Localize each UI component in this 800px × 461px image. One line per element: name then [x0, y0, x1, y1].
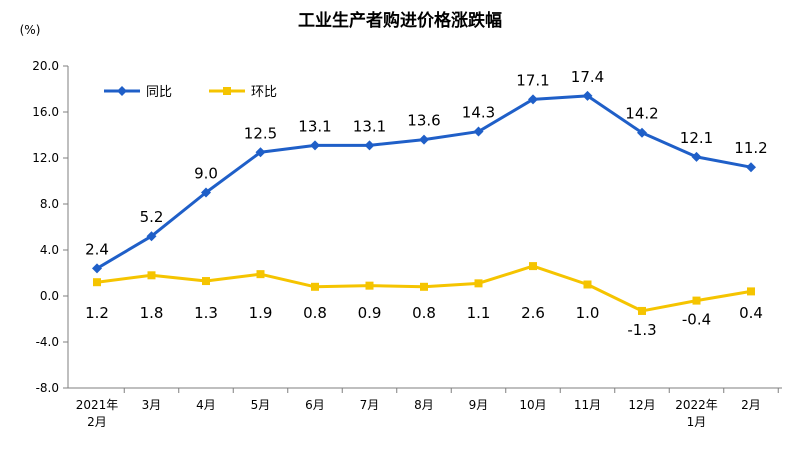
series-point [746, 162, 756, 173]
y-tick-label: 12.0 [32, 151, 59, 165]
data-label: 1.9 [249, 304, 273, 322]
series-point [93, 278, 101, 287]
series-point [311, 282, 319, 291]
data-label: 5.2 [140, 208, 164, 226]
legend-marker [117, 86, 127, 96]
series-point [637, 127, 647, 138]
legend-label: 同比 [146, 85, 172, 100]
data-label: 13.6 [407, 112, 440, 130]
x-tick-label: 7月 [360, 398, 380, 412]
series-point [638, 306, 646, 315]
series-point [365, 281, 374, 290]
series-point [692, 296, 701, 305]
series-point [146, 231, 157, 242]
data-label: 14.3 [462, 104, 495, 122]
data-label: 13.1 [298, 117, 331, 135]
y-tick-label: 4.0 [40, 243, 59, 257]
legend-label: 环比 [251, 85, 277, 100]
series-point [582, 90, 593, 101]
series-point [147, 271, 156, 280]
data-label: 12.5 [244, 124, 277, 142]
series-point [310, 140, 320, 151]
x-tick-label: 2月 [87, 415, 107, 429]
data-label: 1.2 [85, 304, 109, 322]
data-label: 17.1 [516, 71, 549, 89]
series-point [256, 270, 265, 279]
series-point [255, 147, 266, 158]
data-label: 0.9 [358, 304, 382, 322]
data-label: 13.1 [353, 117, 386, 135]
series-point [364, 140, 375, 151]
x-tick-label: 2022年 [675, 398, 718, 412]
data-label: -0.4 [682, 311, 711, 329]
series-point [201, 187, 211, 198]
x-tick-label: 11月 [574, 398, 601, 412]
y-tick-label: -4.0 [36, 335, 59, 349]
y-axis-unit: (%) [20, 23, 41, 37]
data-label: 0.4 [739, 304, 763, 322]
series-point [528, 94, 538, 105]
data-label: 2.4 [85, 240, 109, 258]
data-label: -1.3 [627, 321, 656, 339]
y-tick-label: 20.0 [32, 59, 59, 73]
data-label: 12.1 [680, 129, 713, 147]
x-tick-label: 3月 [142, 398, 162, 412]
data-label: 1.3 [194, 304, 218, 322]
x-tick-label: 12月 [628, 398, 655, 412]
series-point [474, 279, 483, 288]
data-label: 1.1 [467, 304, 491, 322]
series-point [202, 277, 210, 286]
series-point [529, 262, 537, 271]
data-label: 11.2 [734, 139, 767, 157]
y-axis: 20.0 16.0 12.0 8.0 4.0 0.0 -4.0 -8.0 [32, 59, 69, 395]
x-tick-label: 8月 [414, 398, 434, 412]
data-label: 17.4 [571, 68, 604, 86]
data-label: 1.8 [140, 304, 164, 322]
legend: 同比 环比 [104, 85, 277, 100]
data-label: 9.0 [194, 165, 218, 183]
y-tick-label: 8.0 [40, 197, 59, 211]
data-label: 0.8 [303, 304, 327, 322]
plot-area: 2.4 5.2 9.0 12.5 13.1 13.1 13.6 14.3 17.1 17.4 14.… [85, 68, 768, 339]
series-point [420, 282, 428, 291]
y-tick-label: 16.0 [32, 105, 59, 119]
x-tick-label: 2月 [741, 398, 761, 412]
data-label: 2.6 [521, 304, 545, 322]
y-tick-label: -8.0 [36, 381, 59, 395]
series-point [583, 280, 592, 289]
y-tick-label: 0.0 [40, 289, 59, 303]
data-label: 1.0 [576, 304, 600, 322]
data-label: 0.8 [412, 304, 436, 322]
series-point [691, 151, 702, 162]
series-point [419, 134, 429, 145]
x-tick-label: 1月 [687, 415, 707, 429]
x-tick-label: 2021年 [76, 398, 119, 412]
series-point [92, 263, 102, 274]
x-tick-label: 6月 [305, 398, 325, 412]
chart-title: 工业生产者购进价格涨跌幅 [298, 10, 502, 31]
x-tick-label: 5月 [251, 398, 271, 412]
series-point [747, 287, 755, 296]
x-tick-label: 9月 [469, 398, 489, 412]
legend-marker [223, 87, 231, 95]
x-tick-label: 4月 [196, 398, 216, 412]
x-tick-label: 10月 [519, 398, 546, 412]
x-axis: 2021年 2月 3月 4月 5月 6月 7月 8月 9月 10月 11月 12月 2022年 1月 2月 [68, 387, 782, 429]
data-label: 14.2 [625, 105, 658, 123]
series-point [473, 126, 484, 137]
